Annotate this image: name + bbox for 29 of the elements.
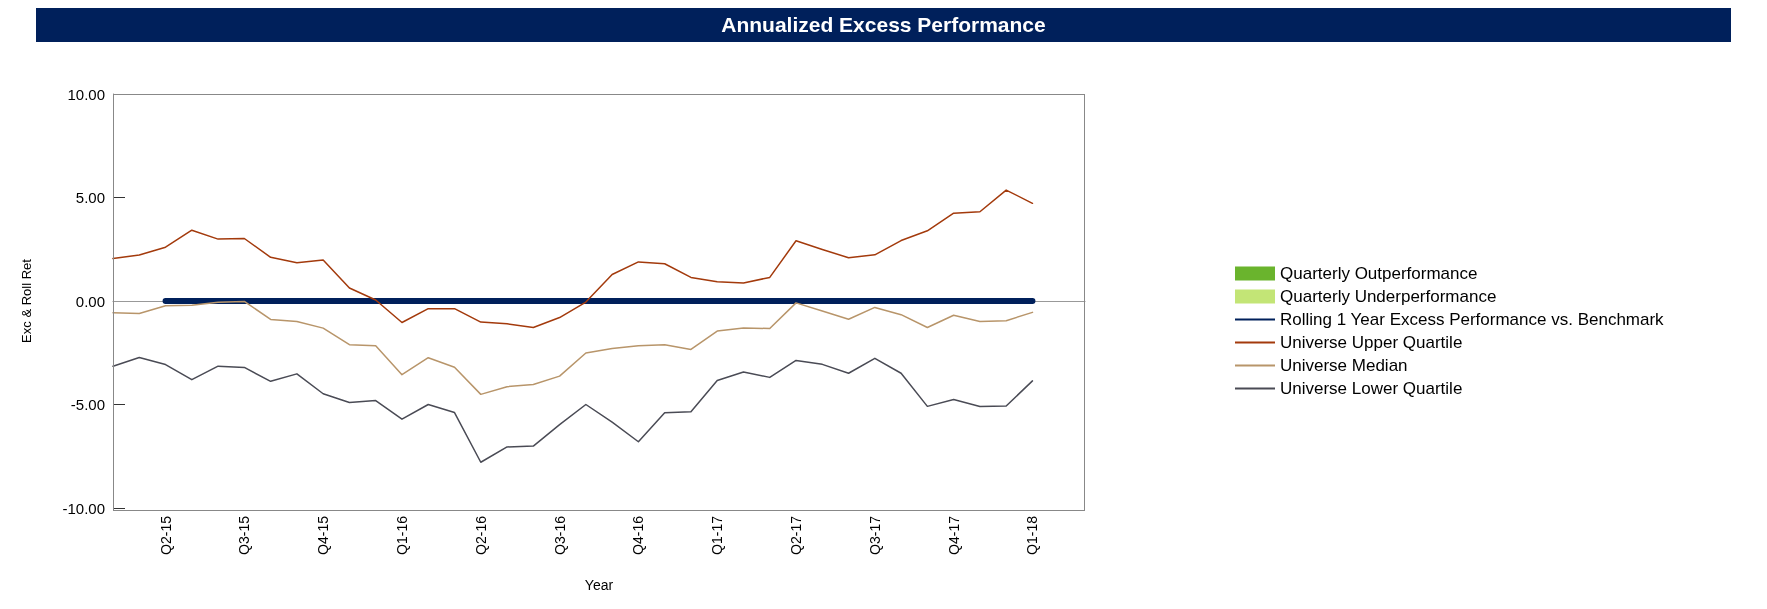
line-series bbox=[112, 189, 1034, 329]
legend-label: Universe Upper Quartile bbox=[1280, 333, 1463, 352]
x-tick-label: Q3-17 bbox=[866, 515, 883, 555]
x-axis-title: Year bbox=[584, 577, 614, 593]
x-tick-label: Q2-16 bbox=[472, 515, 489, 555]
x-tick-label: Q1-16 bbox=[393, 515, 410, 555]
x-tick-label: Q4-15 bbox=[315, 515, 332, 555]
x-tick-label: Q3-16 bbox=[551, 515, 568, 555]
legend-label: Rolling 1 Year Excess Performance vs. Benchmark bbox=[1280, 310, 1665, 329]
y-tick-label: -5.00 bbox=[70, 396, 105, 413]
legend-label: Universe Median bbox=[1280, 356, 1408, 375]
chart-title: Annualized Excess Performance bbox=[36, 8, 1731, 42]
x-tick-label: Q4-17 bbox=[945, 515, 962, 555]
line-series bbox=[112, 300, 1034, 396]
legend-label: Quarterly Outperformance bbox=[1280, 264, 1478, 283]
x-tick-label: Q4-16 bbox=[630, 515, 647, 555]
x-tick-label: Q1-17 bbox=[709, 515, 726, 555]
x-tick-label: Q3-15 bbox=[236, 515, 253, 555]
x-tick-label: Q2-17 bbox=[788, 515, 805, 555]
y-tick-label: 0.00 bbox=[75, 292, 105, 310]
y-tick-label: -10.00 bbox=[62, 499, 105, 517]
y-tick-label: 10.00 bbox=[67, 85, 105, 103]
y-axis-title: Exc & Roll Ret bbox=[19, 258, 34, 343]
legend-label: Quarterly Underperformance bbox=[1280, 287, 1497, 306]
legend-label: Universe Lower Quartile bbox=[1280, 379, 1463, 398]
x-tick-label: Q1-18 bbox=[1024, 515, 1041, 555]
line-series bbox=[112, 356, 1034, 463]
x-tick-label: Q2-15 bbox=[157, 515, 174, 555]
y-tick-label: 5.00 bbox=[75, 189, 105, 206]
